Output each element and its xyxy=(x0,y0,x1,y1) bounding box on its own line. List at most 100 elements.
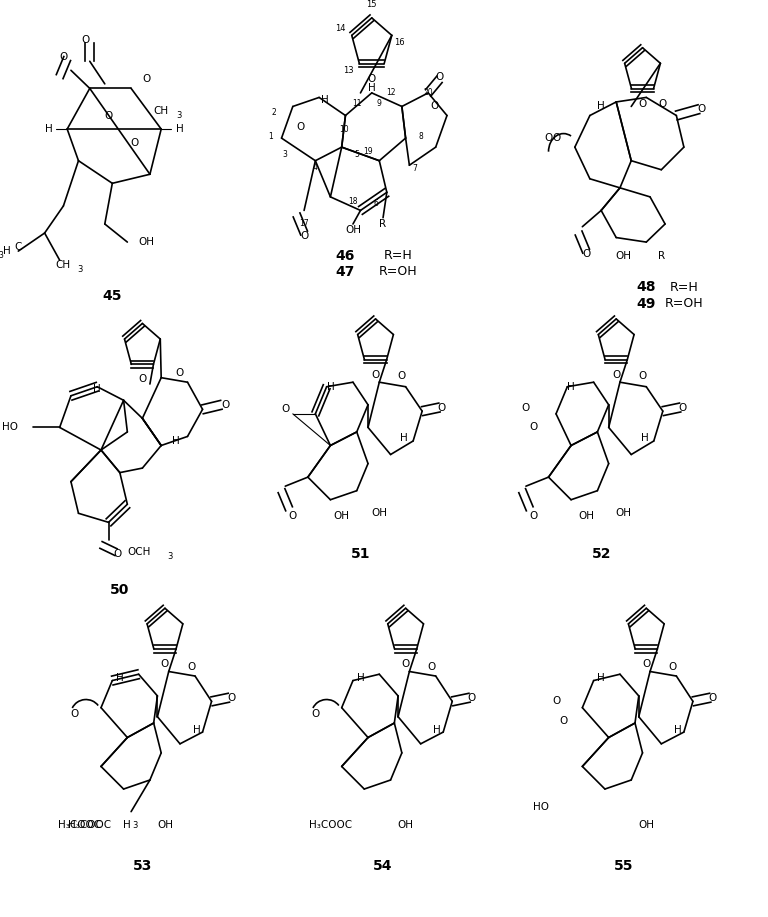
Text: H₃COOC: H₃COOC xyxy=(309,820,352,830)
Text: OH: OH xyxy=(578,511,594,521)
Text: 14: 14 xyxy=(335,24,346,33)
Text: 3: 3 xyxy=(283,149,288,159)
Text: 3: 3 xyxy=(167,552,173,561)
Text: 13: 13 xyxy=(343,66,353,75)
Text: O: O xyxy=(161,659,169,669)
Text: 48: 48 xyxy=(637,281,656,294)
Text: 17: 17 xyxy=(300,219,309,228)
Text: 45: 45 xyxy=(103,290,122,304)
Text: R=H: R=H xyxy=(670,281,698,293)
Text: O: O xyxy=(612,370,621,380)
Text: O: O xyxy=(372,370,379,380)
Text: H: H xyxy=(193,725,200,735)
Text: H: H xyxy=(326,381,334,392)
Text: OH: OH xyxy=(345,226,361,236)
Text: OCH: OCH xyxy=(127,547,151,558)
Text: 18: 18 xyxy=(348,197,358,206)
Text: 15: 15 xyxy=(366,0,377,9)
Text: O: O xyxy=(114,549,121,559)
Text: O: O xyxy=(281,404,290,414)
Text: 47: 47 xyxy=(336,265,355,279)
Text: OH: OH xyxy=(616,250,632,260)
Text: O: O xyxy=(428,662,436,672)
Text: CH: CH xyxy=(154,106,169,116)
Text: O: O xyxy=(559,716,568,726)
Text: O: O xyxy=(468,692,476,702)
Text: R: R xyxy=(657,250,665,260)
Text: H: H xyxy=(368,83,376,94)
Text: 20: 20 xyxy=(423,88,433,97)
Text: 55: 55 xyxy=(614,859,634,873)
Text: 19: 19 xyxy=(363,147,372,156)
Text: O: O xyxy=(138,374,147,384)
Text: R: R xyxy=(379,219,386,229)
Text: H₃COOC: H₃COOC xyxy=(68,820,111,830)
Text: OH: OH xyxy=(398,820,414,830)
Text: O: O xyxy=(82,36,90,46)
Text: R=OH: R=OH xyxy=(379,265,418,279)
Text: 3: 3 xyxy=(132,821,137,830)
Text: 8: 8 xyxy=(419,132,423,141)
Text: OH: OH xyxy=(157,820,173,830)
Text: H: H xyxy=(641,433,649,443)
Text: OH: OH xyxy=(333,511,349,521)
Text: 54: 54 xyxy=(373,859,392,873)
Text: 49: 49 xyxy=(637,296,656,311)
Text: O: O xyxy=(552,133,560,143)
Text: O: O xyxy=(529,511,538,521)
Text: O: O xyxy=(311,709,319,719)
Text: O: O xyxy=(708,692,717,702)
Text: 12: 12 xyxy=(386,88,396,97)
Text: O: O xyxy=(638,99,647,109)
Text: O: O xyxy=(521,403,530,413)
Text: O: O xyxy=(398,370,406,381)
Text: O: O xyxy=(368,74,376,84)
Text: O: O xyxy=(529,423,538,433)
Text: O: O xyxy=(289,511,297,521)
Text: O: O xyxy=(545,133,553,143)
Text: H: H xyxy=(94,384,101,394)
Text: H: H xyxy=(172,436,180,446)
Text: 3: 3 xyxy=(176,111,181,120)
Text: O: O xyxy=(582,249,591,259)
Text: 3: 3 xyxy=(0,251,3,260)
Text: H₃COOC: H₃COOC xyxy=(58,820,101,830)
Text: O: O xyxy=(668,662,677,672)
Text: 16: 16 xyxy=(394,39,405,47)
Text: 11: 11 xyxy=(352,99,362,108)
Text: HO: HO xyxy=(2,423,18,433)
Text: O: O xyxy=(438,403,446,413)
Text: 50: 50 xyxy=(110,583,130,597)
Text: H: H xyxy=(124,820,131,830)
Text: OH: OH xyxy=(371,508,387,518)
Text: O: O xyxy=(131,138,139,148)
Text: 1: 1 xyxy=(268,132,273,141)
Text: 6: 6 xyxy=(373,199,378,208)
Text: C: C xyxy=(15,241,22,251)
Text: H: H xyxy=(176,124,184,134)
Text: O: O xyxy=(642,659,650,669)
Text: H: H xyxy=(433,725,441,735)
Text: R=OH: R=OH xyxy=(664,297,703,310)
Text: H: H xyxy=(598,102,605,112)
Text: 10: 10 xyxy=(339,125,349,134)
Text: H: H xyxy=(356,673,364,683)
Text: H: H xyxy=(674,725,682,735)
Text: O: O xyxy=(142,74,151,84)
Text: OH: OH xyxy=(138,238,154,247)
Text: O: O xyxy=(296,122,304,132)
Text: O: O xyxy=(300,231,308,241)
Text: O: O xyxy=(104,111,113,120)
Text: H: H xyxy=(320,95,328,105)
Text: 51: 51 xyxy=(351,547,370,561)
Text: O: O xyxy=(638,370,647,381)
Text: 9: 9 xyxy=(377,99,382,108)
Text: H: H xyxy=(3,246,11,256)
Text: O: O xyxy=(176,368,184,378)
Text: O: O xyxy=(187,662,195,672)
Text: O: O xyxy=(552,696,560,706)
Text: 7: 7 xyxy=(412,164,417,173)
Text: R=H: R=H xyxy=(384,249,412,262)
Text: H: H xyxy=(45,124,52,134)
Text: 53: 53 xyxy=(133,859,152,873)
